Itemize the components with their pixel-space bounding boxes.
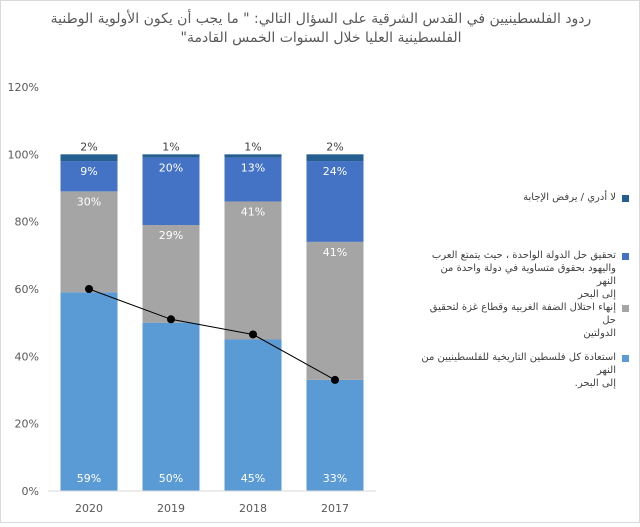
legend-swatch	[622, 305, 629, 312]
data-label: 59%	[77, 472, 101, 485]
x-tick-label: 2017	[321, 502, 349, 515]
data-label: 2%	[326, 140, 343, 153]
y-tick-label: 80%	[15, 216, 39, 229]
data-labels: 59% 30% 9% 2% 50% 29% 20% 1% 45% 41% 13% 1% 33% 41% 24…	[77, 140, 347, 485]
data-label: 41%	[241, 205, 265, 218]
chart-title-line: الفلسطينية العليا خلال السنوات الخمس الق…	[181, 30, 462, 46]
data-label: 1%	[244, 140, 261, 153]
legend-item: استعادة كل فلسطين التاريخية للفلسطينيين …	[419, 351, 629, 390]
chart-title: ردود الفلسطينيين في القدس الشرقية على ال…	[51, 9, 592, 46]
legend-label: لا أدري / يرفض الإجابة	[523, 192, 616, 203]
trend-point	[85, 285, 93, 293]
data-label: 30%	[77, 195, 101, 208]
bar-segment	[306, 241, 364, 380]
trend-point	[331, 375, 339, 384]
y-tick-label: 0%	[22, 485, 39, 498]
y-tick-label: 20%	[15, 418, 39, 431]
bars	[48, 154, 376, 492]
bar-segment	[224, 154, 282, 158]
legend-swatch	[622, 355, 629, 362]
data-label: 45%	[241, 472, 265, 485]
bar-segment	[60, 292, 118, 491]
bar-segment	[142, 157, 200, 226]
bar-segment	[224, 201, 282, 340]
data-label: 33%	[323, 472, 347, 485]
data-label: 20%	[159, 162, 183, 175]
bar-segment	[224, 157, 282, 202]
bar-segment	[60, 161, 118, 192]
x-tick-label: 2019	[157, 502, 185, 515]
bar-segment	[306, 161, 364, 242]
y-tick-label: 100%	[8, 148, 39, 161]
chart-title-line: ردود الفلسطينيين في القدس الشرقية على ال…	[51, 9, 592, 27]
data-label: 9%	[80, 165, 97, 178]
trend-line-path	[88, 288, 336, 381]
bar-segment	[142, 154, 200, 158]
y-axis: 0% 20% 40% 60% 80% 100% 120%	[8, 81, 39, 498]
legend-swatch	[622, 253, 629, 260]
y-tick-label: 60%	[15, 283, 39, 296]
data-label: 41%	[323, 246, 347, 259]
legend-item: إنهاء احتلال الضفة الغربية وقطاع غزة لتح…	[419, 301, 629, 340]
bar-segment	[60, 154, 118, 162]
bar-segment	[60, 191, 118, 293]
legend-label: استعادة كل فلسطين التاريخية للفلسطينيين …	[421, 352, 616, 389]
x-tick-label: 2020	[75, 502, 103, 515]
data-label: 29%	[159, 229, 183, 242]
data-label: 1%	[162, 140, 179, 153]
y-tick-label: 40%	[15, 350, 39, 363]
legend-label: إنهاء احتلال الضفة الغربية وقطاع غزة لتح…	[429, 302, 616, 339]
trend-point	[249, 330, 257, 339]
data-label: 2%	[80, 140, 97, 153]
legend-swatch	[622, 195, 629, 202]
data-label: 50%	[159, 472, 183, 485]
bar-segment	[142, 225, 200, 323]
data-label: 13%	[241, 162, 265, 175]
x-axis: 2020 2019 2018 2017	[75, 502, 349, 515]
bar-segment	[306, 154, 364, 162]
legend-item: تحقيق حل الدولة الواحدة ، حيث يتمتع العر…	[419, 249, 629, 301]
x-tick-label: 2018	[239, 502, 267, 515]
legend-item: لا أدري / يرفض الإجابة	[419, 191, 629, 204]
bar-segment	[306, 379, 364, 491]
y-tick-label: 120%	[8, 81, 39, 94]
data-label: 24%	[323, 165, 347, 178]
bar-segment	[224, 339, 282, 491]
trend-line	[85, 285, 339, 384]
trend-point	[167, 315, 175, 324]
bar-segment	[142, 322, 200, 491]
legend-label: تحقيق حل الدولة الواحدة ، حيث يتمتع العر…	[431, 250, 616, 300]
